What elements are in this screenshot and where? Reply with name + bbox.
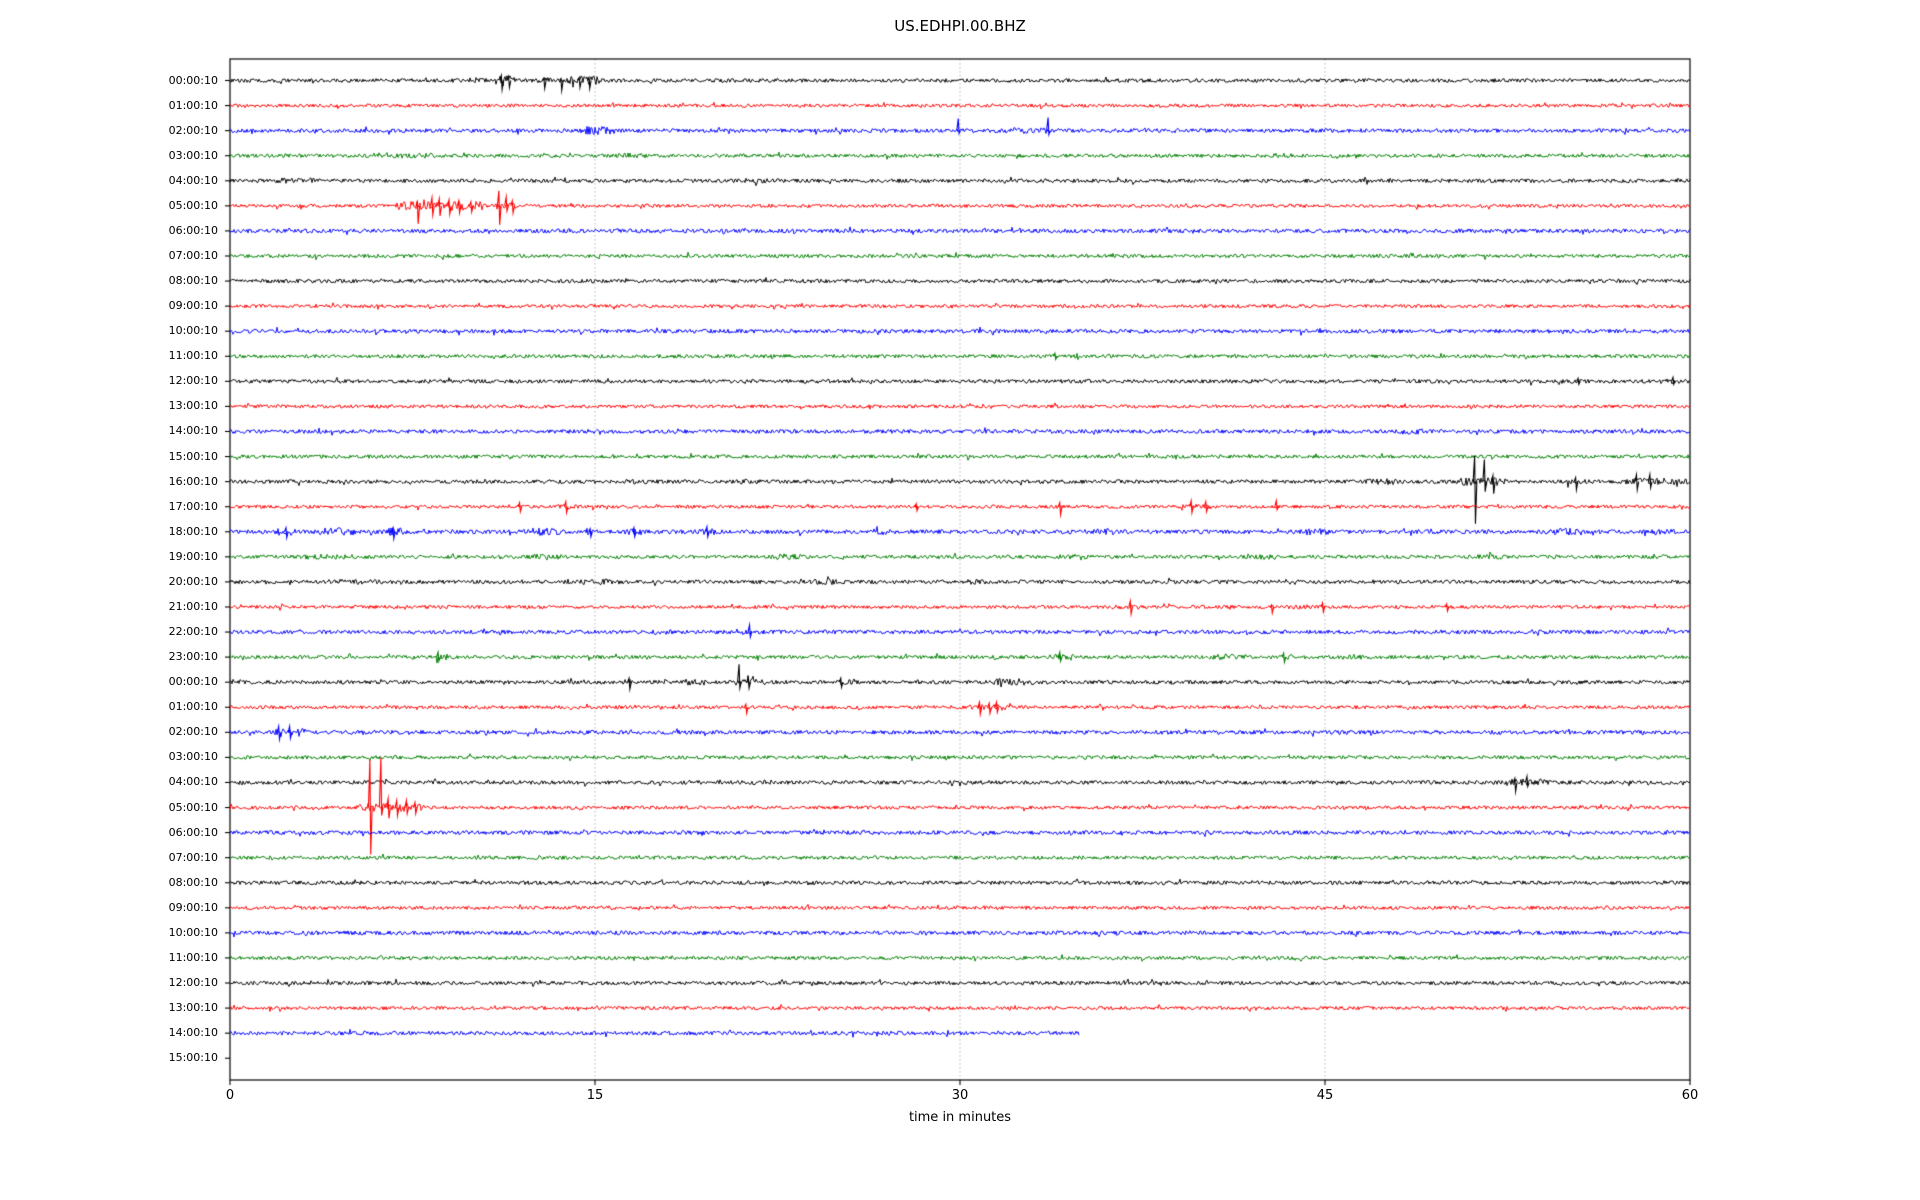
trace-row-label: 11:00:10 [168,950,218,964]
x-axis-label: time in minutes [908,1110,1012,1125]
trace-row-label: 12:00:10 [168,976,218,990]
x-tick-label: 15 [586,1088,604,1103]
trace-row-label: 15:00:10 [168,1051,218,1065]
trace-row-label: 15:00:10 [168,449,218,463]
trace-row-label: 03:00:10 [168,148,218,162]
trace-row-label: 06:00:10 [168,825,218,839]
trace-row-label: 04:00:10 [168,775,218,789]
trace-row-label: 12:00:10 [168,374,218,388]
x-tick-label: 60 [1681,1088,1699,1103]
trace-row-label: 06:00:10 [168,223,218,237]
x-tick-label: 0 [225,1088,235,1103]
trace-row-label: 05:00:10 [168,800,218,814]
trace-row-label: 04:00:10 [168,173,218,187]
trace-row-label: 20:00:10 [168,574,218,588]
trace-row-label: 07:00:10 [168,850,218,864]
trace-row-label: 05:00:10 [168,198,218,212]
trace-row-label: 01:00:10 [168,700,218,714]
chart-title: US.EDHPI.00.BHZ [894,17,1026,35]
trace-row-label: 21:00:10 [168,599,218,613]
trace-row-label: 22:00:10 [168,625,218,639]
trace-row-label: 14:00:10 [168,424,218,438]
trace-row-label: 23:00:10 [168,650,218,664]
trace-row-label: 08:00:10 [168,274,218,288]
trace-row-label: 16:00:10 [168,474,218,488]
x-tick-label: 45 [1316,1088,1334,1103]
trace-row-label: 10:00:10 [168,925,218,939]
trace-row-label: 18:00:10 [168,524,218,538]
trace-row-label: 10:00:10 [168,324,218,338]
trace-row-label: 02:00:10 [168,725,218,739]
trace-row-label: 09:00:10 [168,299,218,313]
trace-row-label: 03:00:10 [168,750,218,764]
trace-row-label: 13:00:10 [168,1001,218,1015]
trace-row-label: 00:00:10 [168,675,218,689]
trace-row-label: 08:00:10 [168,875,218,889]
x-tick-label: 30 [951,1088,969,1103]
trace-row-label: 14:00:10 [168,1026,218,1040]
trace-row-label: 01:00:10 [168,98,218,112]
trace-row-label: 11:00:10 [168,349,218,363]
trace-row-label: 02:00:10 [168,123,218,137]
trace-row-label: 17:00:10 [168,499,218,513]
trace-row-label: 09:00:10 [168,900,218,914]
trace-row-label: 00:00:10 [168,73,218,87]
trace-row-label: 19:00:10 [168,549,218,563]
trace-row-label: 07:00:10 [168,248,218,262]
trace-row-label: 13:00:10 [168,399,218,413]
